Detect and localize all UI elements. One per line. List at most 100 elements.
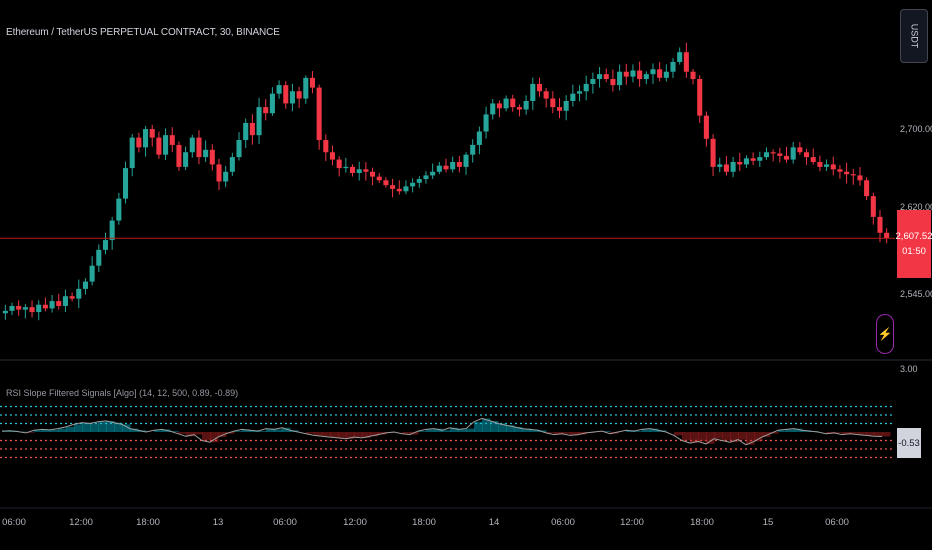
candle-body[interactable] [216, 164, 222, 182]
candle-body[interactable] [556, 107, 563, 111]
candle-body[interactable] [176, 144, 182, 167]
lightning-icon[interactable]: ⚡ [876, 314, 894, 354]
candle-body[interactable] [830, 164, 836, 170]
candle-body[interactable] [376, 176, 382, 181]
candle-body[interactable] [343, 166, 349, 169]
candle-body[interactable] [790, 147, 796, 160]
candle-body[interactable] [256, 107, 262, 136]
candle-body[interactable] [296, 91, 302, 99]
currency-button[interactable]: USDT [900, 9, 928, 63]
candle-body[interactable] [129, 137, 135, 169]
indicator-title[interactable]: RSI Slope Filtered Signals [Algo] (14, 1… [6, 388, 239, 398]
candle-body[interactable] [663, 71, 669, 78]
candle-body[interactable] [323, 140, 329, 153]
candle-body[interactable] [870, 196, 876, 217]
candle-body[interactable] [864, 180, 870, 197]
candle-body[interactable] [450, 162, 456, 170]
candle-body[interactable] [116, 198, 122, 221]
candle-body[interactable] [69, 296, 75, 299]
candle-body[interactable] [750, 158, 756, 161]
candle-body[interactable] [743, 158, 749, 165]
candle-body[interactable] [837, 169, 843, 172]
candle-body[interactable] [243, 122, 249, 141]
candle-body[interactable] [490, 103, 496, 115]
candle-body[interactable] [196, 137, 202, 158]
candle-body[interactable] [757, 157, 763, 161]
candle-body[interactable] [363, 169, 369, 172]
candle-body[interactable] [643, 74, 649, 80]
candle-body[interactable] [770, 152, 776, 154]
candle-body[interactable] [763, 152, 770, 158]
candle-body[interactable] [396, 188, 402, 192]
candle-body[interactable] [223, 171, 229, 182]
candle-body[interactable] [717, 164, 723, 167]
candle-body[interactable] [29, 307, 35, 313]
candle-body[interactable] [436, 165, 442, 172]
candle-body[interactable] [570, 93, 576, 101]
candle-body[interactable] [16, 305, 22, 310]
candle-body[interactable] [156, 137, 162, 155]
candle-body[interactable] [703, 115, 709, 139]
candle-body[interactable] [877, 216, 883, 233]
candle-body[interactable] [309, 77, 316, 88]
candle-body[interactable] [403, 186, 409, 192]
candle-body[interactable] [42, 304, 48, 309]
candle-body[interactable] [583, 83, 589, 92]
candle-body[interactable] [36, 304, 42, 313]
candle-body[interactable] [423, 175, 429, 180]
candle-body[interactable] [416, 179, 422, 183]
candle-body[interactable] [303, 77, 309, 99]
candle-body[interactable] [697, 79, 703, 116]
candle-body[interactable] [737, 162, 743, 165]
candle-body[interactable] [236, 140, 242, 158]
candle-body[interactable] [102, 240, 109, 250]
candle-body[interactable] [470, 144, 476, 155]
candle-body[interactable] [136, 137, 142, 148]
candle-body[interactable] [690, 71, 696, 80]
candle-body[interactable] [263, 107, 269, 114]
candle-body[interactable] [349, 166, 356, 173]
candle-body[interactable] [857, 175, 863, 181]
candle-body[interactable] [483, 114, 489, 132]
candle-body[interactable] [730, 162, 736, 172]
candle-body[interactable] [456, 162, 462, 167]
candle-body[interactable] [550, 98, 556, 108]
candle-body[interactable] [283, 85, 289, 104]
candle-body[interactable] [149, 129, 155, 138]
candle-body[interactable] [316, 87, 322, 141]
candle-body[interactable] [603, 74, 609, 80]
candle-body[interactable] [650, 69, 656, 75]
candle-body[interactable] [329, 152, 336, 160]
candle-body[interactable] [203, 149, 209, 158]
candle-body[interactable] [797, 147, 803, 153]
candle-body[interactable] [209, 149, 215, 165]
candle-body[interactable] [777, 153, 783, 156]
candle-body[interactable] [710, 138, 716, 167]
candle-body[interactable] [617, 71, 623, 86]
candle-body[interactable] [143, 129, 149, 148]
candle-body[interactable] [22, 307, 28, 310]
candle-body[interactable] [810, 157, 816, 162]
candle-body[interactable] [523, 101, 529, 110]
candle-body[interactable] [2, 310, 8, 314]
candle-body[interactable] [530, 83, 536, 101]
candle-body[interactable] [183, 152, 189, 167]
candle-body[interactable] [683, 52, 689, 72]
candle-body[interactable] [56, 301, 62, 306]
candle-body[interactable] [229, 157, 235, 172]
candle-body[interactable] [443, 165, 449, 170]
candle-body[interactable] [817, 162, 823, 167]
candle-body[interactable] [536, 83, 543, 92]
candle-body[interactable] [670, 61, 676, 72]
candle-body[interactable] [122, 168, 129, 199]
candle-body[interactable] [844, 171, 850, 175]
candle-body[interactable] [476, 131, 482, 145]
candle-body[interactable] [96, 249, 102, 266]
candle-body[interactable] [336, 159, 342, 169]
candle-body[interactable] [496, 103, 502, 109]
candle-body[interactable] [576, 91, 583, 94]
candle-body[interactable] [503, 98, 509, 109]
candle-body[interactable] [276, 85, 282, 94]
candle-body[interactable] [430, 171, 436, 176]
